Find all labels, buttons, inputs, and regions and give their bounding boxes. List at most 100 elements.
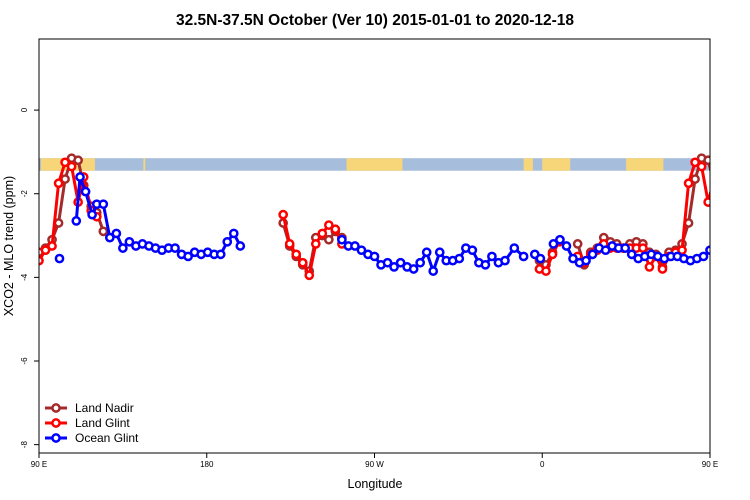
series-ocean-glint bbox=[54, 172, 750, 276]
data-point bbox=[40, 245, 51, 256]
data-point bbox=[408, 264, 419, 274]
data-point bbox=[703, 197, 710, 207]
land-segment bbox=[712, 158, 750, 171]
y-axis-label: XCO2 - MLO trend (ppm) bbox=[2, 176, 16, 316]
data-point bbox=[561, 241, 572, 251]
data-point bbox=[323, 234, 334, 245]
data-point bbox=[60, 174, 70, 184]
legend-marker bbox=[51, 418, 61, 428]
data-point bbox=[644, 262, 655, 272]
data-point bbox=[222, 236, 233, 247]
x-tick-label: 180 bbox=[200, 460, 214, 469]
data-point bbox=[350, 241, 360, 251]
y-tick-label: -4 bbox=[20, 273, 29, 281]
data-point bbox=[421, 247, 432, 258]
legend-marker bbox=[51, 433, 61, 443]
data-point bbox=[718, 207, 725, 214]
data-point bbox=[732, 232, 739, 239]
data-point bbox=[703, 155, 710, 166]
x-tick-label: 90 W bbox=[365, 460, 384, 469]
data-point bbox=[118, 243, 128, 253]
data-point bbox=[600, 245, 611, 256]
data-point bbox=[713, 242, 720, 249]
data-point bbox=[705, 245, 710, 256]
data-point bbox=[726, 234, 733, 241]
legend-label: Ocean Glint bbox=[75, 431, 139, 445]
data-point bbox=[718, 203, 725, 210]
data-point bbox=[487, 251, 497, 262]
x-axis-label: Longitude bbox=[348, 477, 403, 491]
land-segment bbox=[626, 158, 664, 171]
data-point bbox=[304, 270, 315, 281]
data-point bbox=[709, 184, 710, 187]
chart-title: 32.5N-37.5N October (Ver 10) 2015-01-01 … bbox=[176, 12, 574, 29]
data-point bbox=[330, 224, 341, 235]
plot-frame bbox=[38, 38, 711, 454]
data-point bbox=[535, 253, 546, 264]
data-point bbox=[709, 175, 710, 179]
data-point bbox=[677, 245, 687, 256]
data-point bbox=[66, 161, 77, 172]
x-tick-label: 90 E bbox=[31, 460, 47, 469]
data-point bbox=[317, 228, 328, 239]
data-point bbox=[71, 216, 82, 226]
data-point bbox=[170, 243, 180, 253]
data-point bbox=[87, 209, 97, 220]
data-point bbox=[746, 244, 750, 251]
data-point bbox=[395, 257, 406, 268]
axes: 90 E 180 90 W 0 90 E 0 -2 -4 -6 -8 bbox=[20, 107, 718, 469]
data-point bbox=[80, 186, 91, 197]
data-point bbox=[541, 266, 551, 276]
data-point bbox=[389, 262, 399, 272]
data-point bbox=[98, 199, 109, 210]
y-tick-label: 0 bbox=[20, 107, 29, 112]
data-point bbox=[731, 228, 738, 235]
y-tick-label: -6 bbox=[20, 357, 29, 365]
land-segment bbox=[143, 158, 146, 171]
data-point bbox=[638, 243, 648, 253]
data-point bbox=[620, 243, 631, 253]
data-point bbox=[369, 251, 380, 262]
data-point bbox=[215, 249, 226, 260]
data-point bbox=[480, 259, 491, 270]
data-point bbox=[228, 228, 239, 239]
data-point bbox=[75, 172, 85, 182]
data-point bbox=[581, 255, 591, 266]
data-point bbox=[53, 178, 64, 189]
data-point bbox=[690, 157, 700, 168]
land-segment bbox=[523, 158, 533, 171]
legend-marker bbox=[51, 403, 61, 413]
data-point bbox=[509, 243, 520, 253]
data-point bbox=[337, 234, 347, 245]
data-point bbox=[683, 178, 694, 189]
data-point bbox=[235, 241, 246, 251]
y-tick-label: -2 bbox=[20, 190, 29, 198]
data-point bbox=[434, 247, 445, 258]
data-point bbox=[47, 241, 57, 251]
data-point bbox=[54, 253, 65, 264]
data-point bbox=[547, 249, 558, 260]
data-point bbox=[291, 249, 302, 260]
data-point bbox=[500, 255, 510, 266]
data-point bbox=[278, 209, 289, 220]
data-point bbox=[428, 266, 439, 276]
x-tick-label: 0 bbox=[540, 460, 545, 469]
data-point bbox=[724, 209, 731, 216]
data-point bbox=[310, 239, 321, 249]
data-point bbox=[698, 251, 709, 262]
data-point bbox=[382, 257, 393, 268]
data-point bbox=[467, 245, 478, 256]
data-point bbox=[626, 249, 637, 260]
land-segment bbox=[346, 158, 403, 171]
data-point bbox=[415, 257, 426, 268]
data-point bbox=[111, 228, 122, 239]
data-point bbox=[98, 226, 109, 237]
data-point bbox=[724, 213, 731, 220]
data-point bbox=[183, 251, 193, 262]
data-point bbox=[555, 234, 565, 245]
data-point bbox=[124, 236, 135, 247]
series-layer bbox=[39, 153, 750, 281]
legend-label: Land Glint bbox=[75, 416, 130, 430]
